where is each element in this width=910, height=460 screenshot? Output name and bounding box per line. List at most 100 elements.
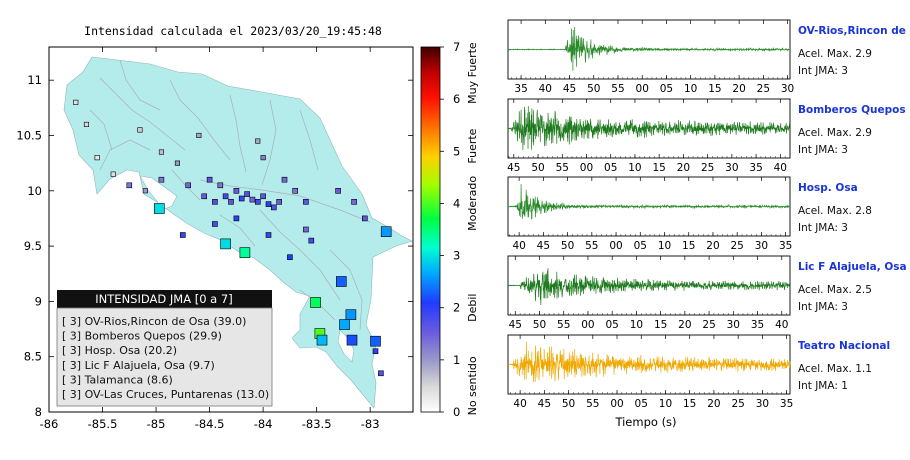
river-line — [99, 139, 151, 171]
station-marker[interactable] — [310, 297, 321, 308]
colorbar-category-label: Muy Fuerte — [466, 42, 479, 104]
station-marker[interactable] — [201, 193, 207, 200]
station-marker[interactable] — [174, 160, 180, 166]
seismogram-station-name: Bomberos Quepos — [798, 104, 906, 116]
river-line — [229, 94, 247, 173]
station-marker[interactable] — [265, 232, 272, 238]
river-line — [219, 214, 256, 247]
station-marker[interactable] — [372, 348, 379, 355]
station-marker[interactable] — [345, 309, 357, 321]
station-marker[interactable] — [222, 193, 229, 200]
station-marker[interactable] — [249, 196, 256, 203]
station-marker[interactable] — [94, 155, 100, 161]
station-marker[interactable] — [158, 176, 165, 183]
seismogram-tick-label: 45 — [563, 83, 576, 95]
station-marker[interactable] — [380, 226, 392, 237]
station-marker[interactable] — [287, 254, 293, 260]
station-marker[interactable] — [126, 182, 133, 189]
station-marker[interactable] — [228, 199, 234, 205]
map-y-tick-label: 10 — [27, 184, 42, 198]
station-marker[interactable] — [73, 99, 79, 105]
river-line — [199, 179, 371, 223]
station-marker[interactable] — [346, 334, 358, 346]
station-marker[interactable] — [233, 215, 240, 222]
station-marker[interactable] — [270, 204, 277, 211]
station-marker[interactable] — [206, 176, 213, 183]
seismogram-tick-label: 15 — [652, 162, 665, 174]
seismogram-tick-label: 35 — [780, 398, 793, 410]
seismogram-tick-label: 20 — [732, 83, 745, 95]
seismogram-tick-label: 35 — [749, 162, 762, 174]
station-marker[interactable] — [239, 247, 251, 258]
seismogram-jma: Int JMA: 3 — [798, 222, 848, 234]
seismogram-tick-label: 55 — [556, 162, 569, 174]
station-marker[interactable] — [137, 127, 143, 133]
map-x-tick-label: -85.5 — [88, 417, 118, 431]
station-marker[interactable] — [196, 132, 202, 138]
gulf-of-nicoya — [139, 175, 178, 211]
seismogram-tick-label: 00 — [581, 319, 594, 331]
station-marker[interactable] — [255, 138, 261, 144]
station-marker[interactable] — [255, 199, 261, 205]
seismogram-tick-label: 40 — [775, 319, 788, 331]
seismogram-tick-label: 00 — [610, 398, 623, 410]
station-marker[interactable] — [308, 237, 315, 244]
station-marker[interactable] — [142, 188, 148, 194]
station-marker[interactable] — [370, 335, 381, 347]
station-marker[interactable] — [276, 199, 283, 205]
seismogram-panel: 40 45 50 55 00 05 10 15 20 25 30 35 Teatro Nacional A… — [507, 334, 890, 410]
station-marker[interactable] — [292, 188, 299, 194]
station-marker[interactable] — [238, 195, 245, 202]
seismogram-tick-label: 00 — [609, 240, 622, 252]
station-marker[interactable] — [260, 193, 266, 200]
legend-entry: [ 3] OV-Las Cruces, Puntarenas (13.0) — [62, 388, 269, 401]
seismogram-waveform — [508, 26, 791, 71]
map-frame — [48, 46, 414, 413]
station-marker[interactable] — [281, 176, 288, 183]
station-marker[interactable] — [217, 182, 224, 189]
station-marker[interactable] — [212, 221, 218, 227]
seismogram-panel: 40 45 50 55 00 05 10 15 20 25 30 35 Hosp. Osa Acel. M… — [507, 176, 872, 252]
seismogram-tick-label: 40 — [539, 83, 552, 95]
station-marker[interactable] — [265, 201, 272, 207]
seismogram-acel-max: Acel. Max. 1.1 — [798, 363, 872, 375]
station-marker[interactable] — [316, 334, 328, 346]
seismogram-tick-label: 20 — [678, 319, 691, 331]
seismogram-tick-label: 15 — [682, 240, 695, 252]
seismogram-tick-label: 05 — [635, 398, 648, 410]
station-marker[interactable] — [335, 188, 341, 194]
station-marker[interactable] — [185, 182, 191, 189]
seismogram-tick-label: 10 — [630, 319, 643, 331]
station-marker[interactable] — [180, 232, 186, 238]
colorbar-gradient — [420, 46, 441, 413]
station-marker[interactable] — [158, 149, 164, 155]
station-marker[interactable] — [361, 215, 368, 222]
intensity-map: INTENSIDAD JMA [0 a 7] [ 3] OV-Rios,Rinc… — [16, 46, 414, 431]
station-marker[interactable] — [303, 199, 309, 205]
map-x-tick-label: -83.5 — [302, 417, 332, 431]
station-marker[interactable] — [110, 171, 116, 177]
station-marker[interactable] — [233, 188, 240, 194]
seismogram-waveform — [507, 268, 791, 306]
station-marker[interactable] — [220, 238, 231, 250]
colorbar-tick-label: 5 — [453, 144, 460, 158]
colorbar-tick-label: 0 — [453, 405, 460, 419]
station-marker[interactable] — [303, 226, 309, 233]
station-marker[interactable] — [244, 191, 250, 197]
station-marker[interactable] — [212, 199, 218, 205]
legend-entry: [ 3] Lic F Alajuela, Osa (9.7) — [62, 359, 215, 372]
map-x-tick-label: -84.5 — [195, 417, 225, 431]
station-marker[interactable] — [154, 203, 165, 214]
station-marker[interactable] — [378, 370, 384, 377]
station-marker[interactable] — [83, 121, 89, 127]
station-marker[interactable] — [351, 199, 357, 205]
seismogram-tick-label: 30 — [756, 398, 769, 410]
station-marker[interactable] — [339, 319, 350, 330]
seismogram-tick-label: 00 — [580, 162, 593, 174]
map-y-tick-label: 10.5 — [16, 128, 42, 142]
legend-entry: [ 3] Bomberos Quepos (29.9) — [62, 330, 222, 343]
station-marker[interactable] — [335, 276, 347, 287]
station-marker[interactable] — [260, 155, 266, 161]
seismogram-tick-label: 05 — [660, 83, 673, 95]
